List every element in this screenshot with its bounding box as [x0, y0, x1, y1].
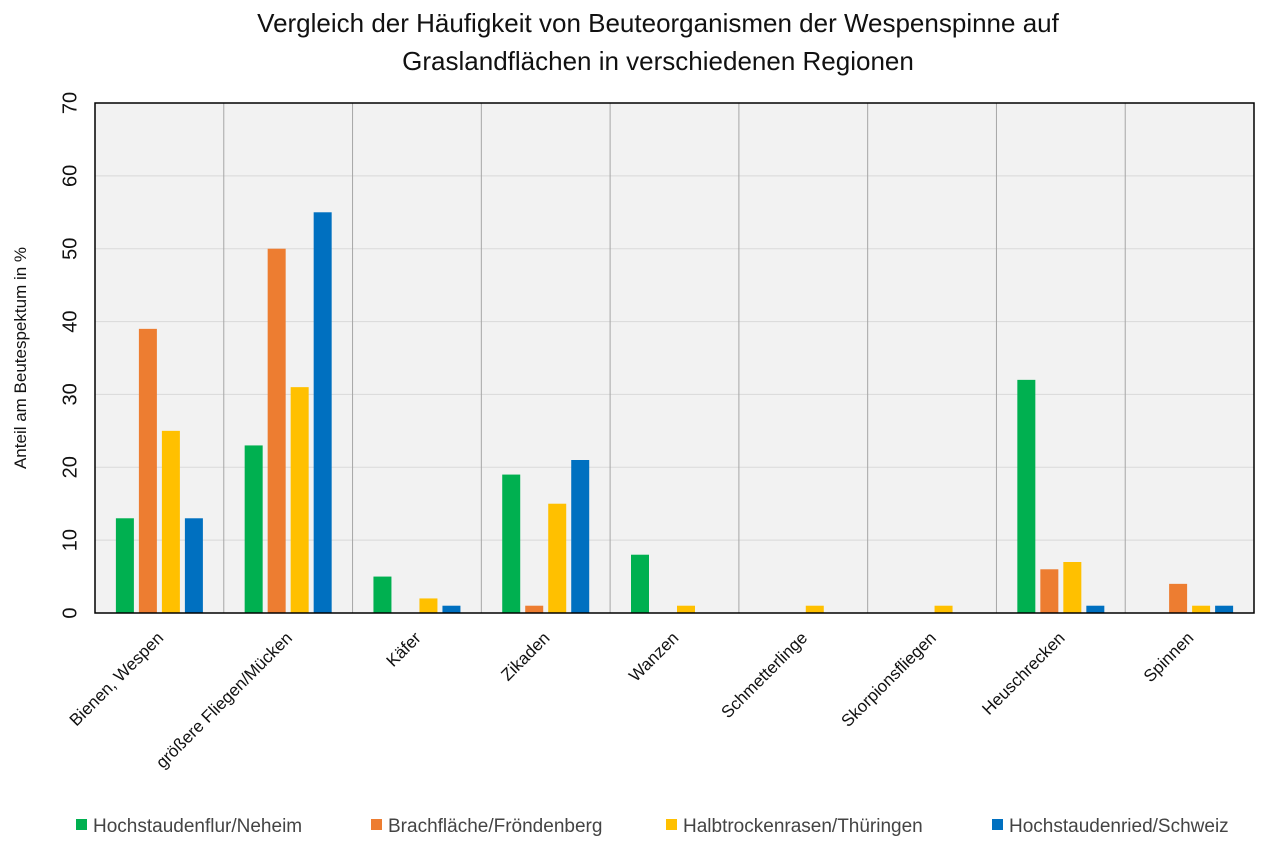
bar	[267, 248, 286, 613]
bar	[1040, 569, 1059, 613]
bar	[934, 605, 953, 613]
legend-swatch	[76, 819, 87, 830]
x-tick-label: Bienen, Wespen	[66, 628, 167, 729]
y-tick-label: 50	[59, 238, 81, 260]
x-tick-label: Schmetterlinge	[717, 628, 811, 722]
bar	[290, 387, 309, 613]
bar	[677, 605, 695, 613]
bar	[419, 598, 438, 613]
bar	[631, 554, 649, 613]
bar	[161, 430, 180, 613]
bar	[442, 605, 461, 613]
plot-area	[95, 103, 1254, 613]
bar	[1017, 379, 1036, 613]
legend-label: Halbtrockenrasen/Thüringen	[683, 816, 923, 837]
bar	[548, 503, 567, 613]
bar	[1086, 605, 1105, 613]
bar	[138, 328, 157, 613]
legend-label: Brachfläche/Fröndenberg	[388, 816, 602, 837]
y-tick-label: 60	[59, 165, 81, 187]
y-axis-title: Anteil am Beutespektum in %	[11, 247, 30, 469]
bar	[244, 445, 263, 613]
bar	[373, 576, 392, 613]
bar	[1063, 562, 1082, 613]
bar	[525, 605, 544, 613]
bar	[115, 518, 134, 613]
y-tick-label: 0	[59, 607, 81, 618]
chart-title-line-1: Vergleich der Häufigkeit von Beuteorgani…	[257, 8, 1059, 38]
bar	[1215, 605, 1234, 613]
legend-swatch	[666, 819, 677, 830]
bar	[1169, 583, 1188, 613]
y-tick-label: 40	[59, 310, 81, 332]
x-tick-label: Skorpionsfliegen	[838, 628, 940, 730]
x-tick-label: Heuschrecken	[978, 628, 1068, 718]
x-tick-label: Zikaden	[497, 628, 553, 684]
bar	[1192, 605, 1211, 613]
bar	[313, 212, 332, 614]
legend-swatch	[371, 819, 382, 830]
y-tick-label: 30	[59, 383, 81, 405]
y-tick-label: 10	[59, 529, 81, 551]
plot-border	[94, 102, 1255, 614]
x-tick-label: Spinnen	[1140, 628, 1198, 686]
bar	[571, 460, 590, 613]
x-tick-label: Käfer	[383, 628, 425, 670]
legend-swatch	[992, 819, 1003, 830]
legend-label: Hochstaudenflur/Neheim	[93, 816, 302, 837]
chart-title-line-2: Graslandflächen in verschiedenen Regione…	[402, 46, 914, 76]
bar	[184, 518, 203, 613]
legend-label: Hochstaudenried/Schweiz	[1009, 816, 1229, 837]
bar	[502, 474, 521, 613]
x-tick-label: größere Fliegen/Mücken	[152, 628, 296, 772]
x-tick-label: Wanzen	[625, 628, 682, 685]
y-tick-label: 70	[59, 92, 81, 114]
bar	[805, 605, 824, 613]
y-tick-label: 20	[59, 456, 81, 478]
